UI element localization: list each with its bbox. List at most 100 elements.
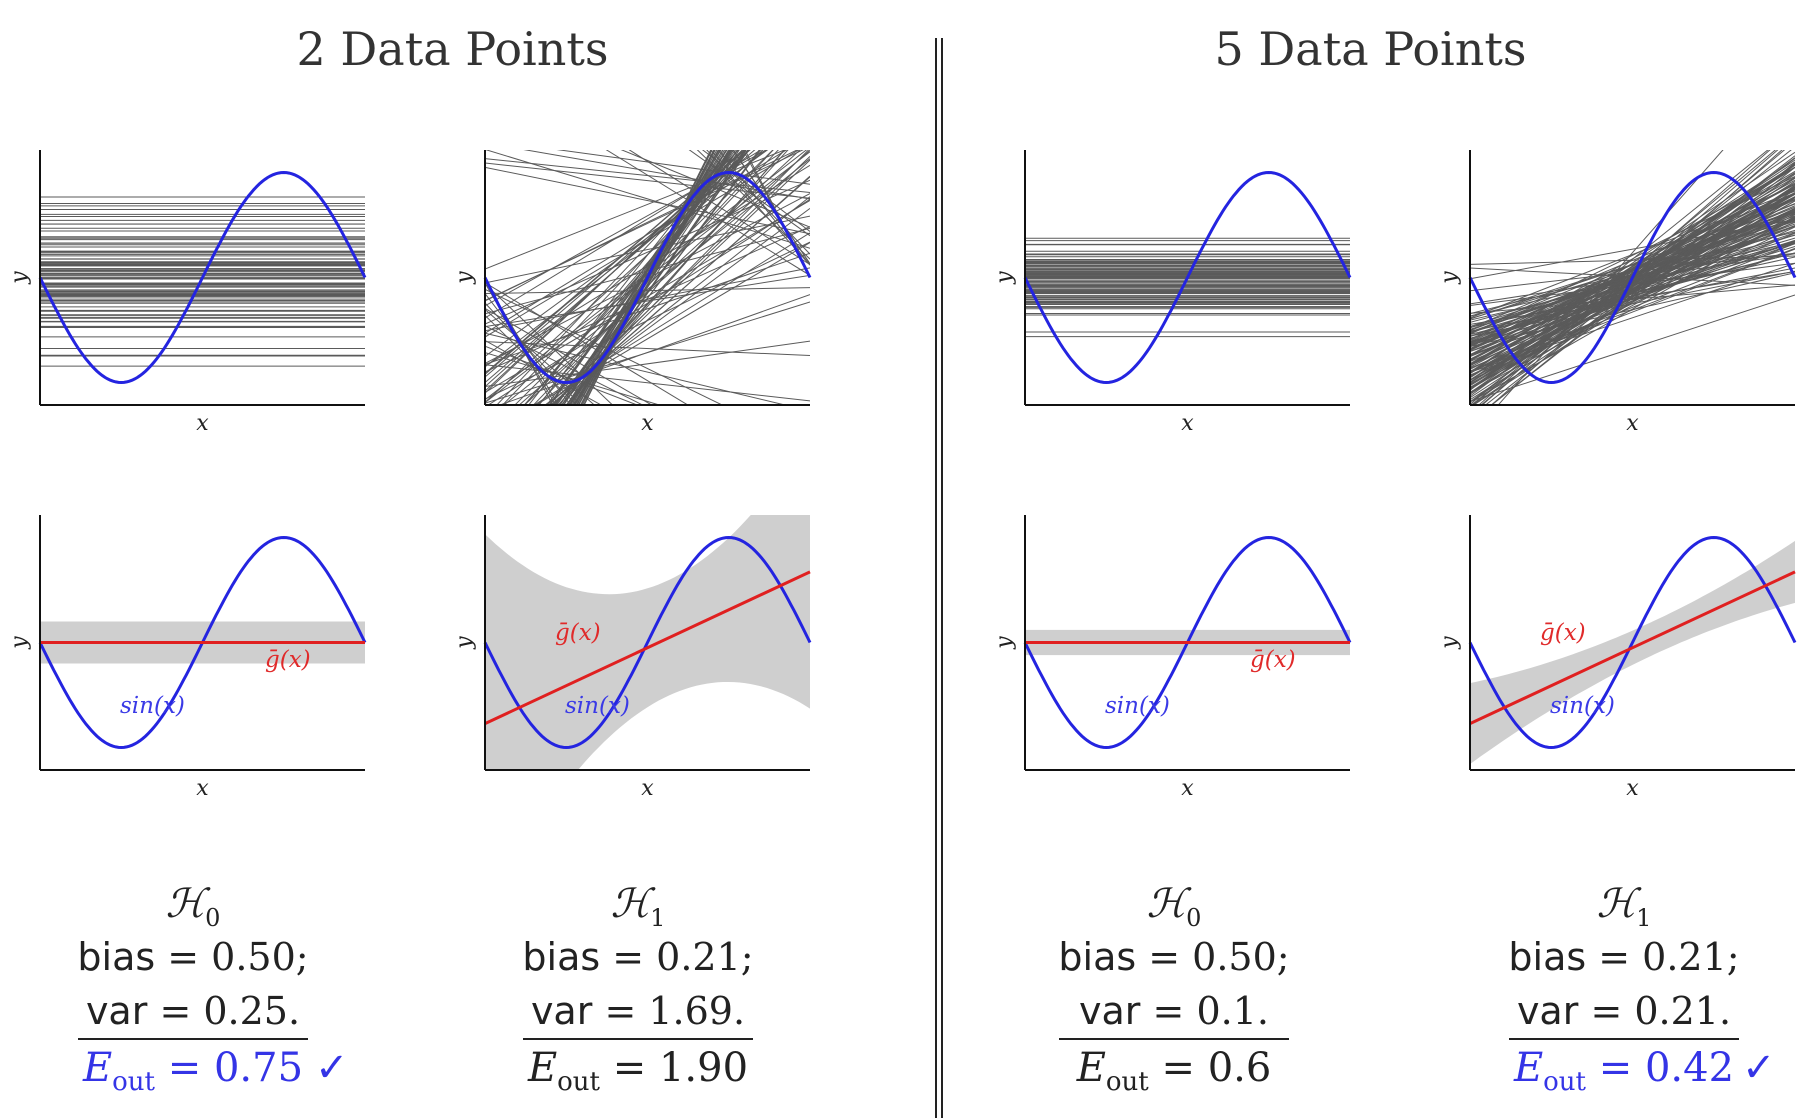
sample-hypothesis-line	[485, 287, 810, 295]
y-axis-label: y	[1437, 271, 1462, 285]
var-label: var	[1079, 989, 1141, 1033]
sample-hypothesis-line	[562, 150, 739, 405]
average-hypothesis-line	[484, 570, 811, 725]
target-sine-curve	[1023, 170, 1352, 385]
hypothesis-symbol: ℋ	[610, 881, 651, 927]
sample-hypothesis-line	[485, 267, 810, 332]
sum-rule	[1509, 1038, 1739, 1040]
eout-value: = 0.6	[1161, 1045, 1272, 1091]
sample-hypothesis-line	[696, 150, 810, 260]
sample-hypothesis-line	[485, 215, 810, 284]
hypothesis-index: 1	[1636, 904, 1652, 932]
sample-hypothesis-line	[485, 162, 810, 199]
hypothesis-symbol: ℋ	[1146, 881, 1187, 927]
target-sine-curve	[1468, 535, 1797, 750]
clipped-group	[1470, 150, 1795, 405]
clipped-group	[485, 515, 810, 770]
bias-label: bias	[77, 935, 156, 979]
title-2-data-points: 2 Data Points	[296, 22, 609, 76]
sample-hypothesis-line	[568, 150, 740, 405]
check-icon: ✓	[315, 1045, 349, 1091]
sample-hypothesis-line	[523, 150, 750, 405]
plot-samples-h0-n2: xy	[7, 150, 367, 436]
sample-hypothesis-line	[485, 150, 751, 387]
hypothesis-index: 0	[205, 904, 221, 932]
sample-hypothesis-line	[549, 150, 731, 405]
var-label: var	[530, 989, 593, 1033]
sample-hypothesis-line	[485, 179, 810, 325]
sample-hypothesis-line	[523, 150, 801, 405]
sample-hypothesis-line	[485, 277, 554, 405]
plot-average-h1-n2: ḡ(x) sin(x) x y	[452, 515, 812, 801]
summary-h1-n2: ℋ1 bias = 0.21; var = 1.69. Eout = 1.90	[488, 878, 788, 1097]
y-axis-label: y	[1437, 636, 1462, 650]
sample-hypothesis-line	[485, 150, 808, 401]
sample-hypothesis-line	[1470, 216, 1795, 388]
sample-hypothesis-line	[561, 150, 722, 405]
sample-hypothesis-line	[1470, 192, 1795, 350]
target-label: sin(x)	[120, 693, 185, 719]
plot-samples-h1-n5: xy	[1437, 150, 1797, 436]
bias-value: = 0.50;	[1148, 935, 1290, 979]
sample-hypothesis-line	[485, 150, 751, 378]
sum-rule	[1059, 1038, 1289, 1040]
bias-label: bias	[522, 935, 601, 979]
sample-hypothesis-line	[485, 325, 644, 405]
divider-right	[941, 38, 943, 1118]
y-axis-label: y	[7, 271, 32, 285]
sample-hypothesis-line	[628, 150, 810, 265]
sample-hypothesis-line	[485, 293, 572, 405]
sample-hypothesis-line	[1470, 262, 1795, 373]
x-axis-label: x	[1181, 776, 1194, 801]
y-axis-label: y	[992, 271, 1017, 285]
sample-hypothesis-line	[485, 150, 810, 249]
divider-left	[935, 38, 937, 1118]
plot-samples-h1-n2: xy	[452, 150, 812, 436]
var-value: = 0.21.	[1590, 989, 1732, 1033]
eout-subscript: out	[1543, 1067, 1587, 1097]
hypothesis-symbol: ℋ	[165, 881, 206, 927]
sample-hypothesis-line	[545, 196, 810, 405]
clipped-group	[1025, 237, 1350, 338]
sample-hypothesis-line	[501, 150, 749, 405]
hypothesis-symbol: ℋ	[1596, 881, 1637, 927]
target-sine-curve	[38, 170, 367, 385]
x-axis-label: x	[1626, 411, 1639, 436]
target-sine-curve	[483, 170, 812, 385]
sample-hypothesis-line	[485, 150, 786, 270]
eout-value: = 0.42	[1598, 1045, 1735, 1091]
sample-hypothesis-line	[485, 274, 810, 328]
hypothesis-index: 0	[1186, 904, 1202, 932]
target-label: sin(x)	[1105, 693, 1170, 719]
sample-hypothesis-line	[1470, 243, 1795, 372]
sum-rule	[523, 1038, 753, 1040]
sample-hypothesis-line	[1470, 241, 1795, 347]
sample-hypothesis-line	[485, 309, 596, 405]
sample-hypothesis-line	[1470, 190, 1795, 319]
var-label: var	[85, 989, 148, 1033]
x-axis-label: x	[196, 776, 209, 801]
plot-average-h1-n5: ḡ(x) sin(x) x y	[1437, 515, 1797, 801]
bias-label: bias	[1508, 935, 1587, 979]
hypothesis-index: 1	[650, 904, 666, 932]
sample-hypothesis-line	[485, 150, 799, 302]
clipped-group	[40, 196, 365, 367]
eout-subscript: out	[1105, 1067, 1149, 1097]
eout-symbol: E	[1513, 1045, 1544, 1091]
target-label: sin(x)	[565, 693, 630, 719]
plot-average-h0-n5: ḡ(x) sin(x) x y	[992, 515, 1352, 801]
eout-value: = 1.90	[612, 1045, 749, 1091]
sample-hypothesis-line	[706, 150, 810, 266]
var-value: = 0.25.	[159, 989, 301, 1033]
sample-hypothesis-line	[732, 150, 810, 264]
sample-hypothesis-line	[485, 345, 639, 405]
x-axis-label: x	[641, 776, 654, 801]
eout-subscript: out	[557, 1067, 601, 1097]
sample-hypothesis-line	[1470, 211, 1795, 374]
x-axis-label: x	[1181, 411, 1194, 436]
gbar-label: ḡ(x)	[555, 620, 601, 646]
sample-hypothesis-line	[534, 242, 810, 405]
bias-value: = 0.21;	[612, 935, 754, 979]
plot-average-h0-n2: ḡ(x) sin(x) x y	[7, 515, 367, 801]
sample-hypothesis-line	[485, 307, 653, 405]
